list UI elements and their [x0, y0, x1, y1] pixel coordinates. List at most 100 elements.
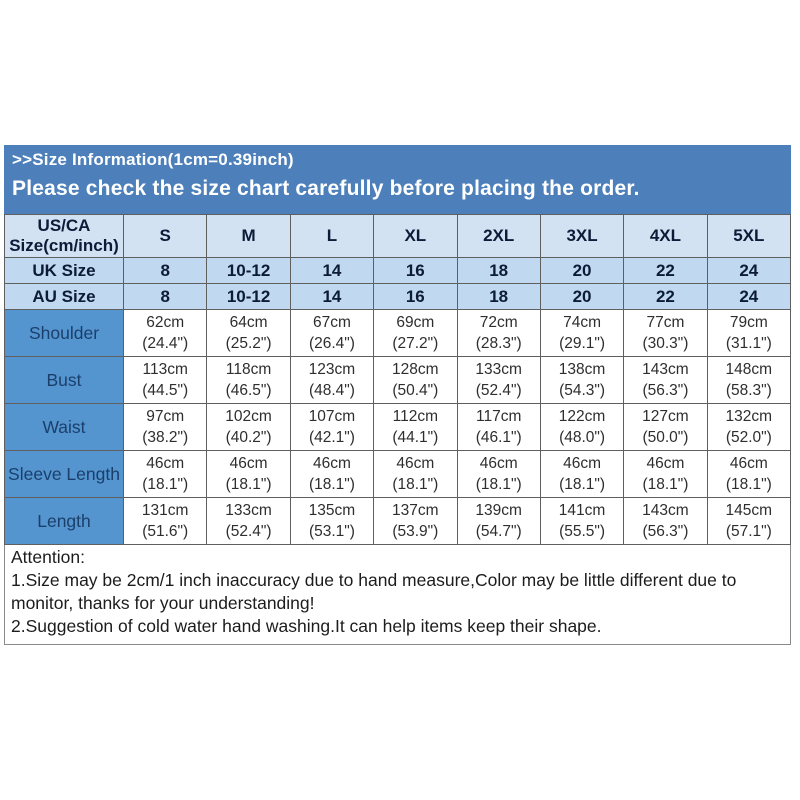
- measurement-inch: (53.1"): [308, 523, 355, 540]
- measurement-cell: 77cm (30.3"): [623, 309, 708, 357]
- measurement-cm: 112cm: [392, 408, 438, 425]
- measurement-cm: 79cm: [729, 314, 768, 331]
- measurement-inch: (30.3"): [642, 335, 689, 352]
- measurement-cell: 143cm (56.3"): [623, 497, 708, 545]
- measurement-cell: 46cm (18.1"): [289, 450, 375, 498]
- measurement-cell: 123cm (48.4"): [289, 356, 375, 404]
- measurement-cell: 143cm (56.3"): [623, 356, 708, 404]
- size-value-cell: 8: [122, 257, 208, 284]
- size-column-header: 4XL: [623, 214, 708, 258]
- row-label-cell: Length: [4, 497, 124, 545]
- measurement-cm: 132cm: [725, 408, 773, 425]
- measurement-cell: 118cm (46.5"): [206, 356, 291, 404]
- size-information-title: >>Size Information(1cm=0.39inch): [12, 150, 294, 169]
- measurement-inch: (55.5"): [559, 523, 606, 540]
- table-row: AU Size 8 10-12 14 16 18 20 22 24: [4, 283, 792, 310]
- measurement-cell: 128cm (50.4"): [373, 356, 458, 404]
- row-label-cell: Bust: [4, 356, 124, 404]
- measurement-cm: 127cm: [642, 408, 689, 425]
- table-row: Sleeve Length 46cm (18.1") 46cm (18.1") 46cm (…: [4, 450, 792, 498]
- size-value-cell: 10-12: [206, 257, 291, 284]
- size-value-cell: 14: [289, 257, 375, 284]
- measurement-inch: (18.1"): [308, 476, 355, 493]
- corner-header-cell: US/CA Size(cm/inch): [4, 214, 124, 258]
- measurement-cell: 46cm (18.1"): [706, 450, 792, 498]
- measurement-inch: (18.1"): [392, 476, 439, 493]
- size-value-cell: 22: [623, 257, 708, 284]
- measurement-inch: (18.1"): [142, 476, 189, 493]
- measurement-cell: 46cm (18.1"): [623, 450, 708, 498]
- row-label-cell: AU Size: [4, 283, 124, 310]
- measurement-cell: 127cm (50.0"): [623, 403, 708, 451]
- measurement-cm: 46cm: [396, 455, 435, 472]
- size-column-header: S: [122, 214, 208, 258]
- measurement-cell: 62cm (24.4"): [122, 309, 208, 357]
- measurement-cell: 72cm (28.3"): [456, 309, 541, 357]
- measurement-cm: 64cm: [229, 314, 268, 331]
- measurement-cell: 46cm (18.1"): [539, 450, 625, 498]
- measurement-cell: 133cm (52.4"): [206, 497, 291, 545]
- measurement-cell: 113cm (44.5"): [122, 356, 208, 404]
- measurement-cell: 97cm (38.2"): [122, 403, 208, 451]
- measurement-inch: (57.1"): [725, 523, 772, 540]
- measurement-cm: 143cm: [642, 361, 689, 378]
- measurement-cell: 46cm (18.1"): [206, 450, 291, 498]
- size-value-cell: 18: [456, 257, 541, 284]
- measurement-inch: (50.0"): [642, 429, 689, 446]
- measurement-cm: 46cm: [479, 455, 518, 472]
- measurement-inch: (44.1"): [392, 429, 439, 446]
- measurement-inch: (54.3"): [559, 382, 606, 399]
- table-row: Length 131cm (51.6") 133cm (52.4") 135cm (53.1…: [4, 497, 792, 545]
- table-row: Bust 113cm (44.5") 118cm (46.5") 123cm (48.4")…: [4, 356, 792, 404]
- size-table-body: US/CA Size(cm/inch) S M L XL 2XL 3XL 4XL 5XL UK S…: [4, 214, 792, 545]
- measurement-cm: 135cm: [308, 502, 356, 519]
- measurement-inch: (48.0"): [559, 429, 606, 446]
- size-column-header: 3XL: [539, 214, 625, 258]
- measurement-cell: 69cm (27.2"): [373, 309, 458, 357]
- measurement-cell: 139cm (54.7"): [456, 497, 541, 545]
- measurement-cm: 46cm: [146, 455, 185, 472]
- measurement-inch: (18.1"): [475, 476, 522, 493]
- measurement-inch: (46.5"): [225, 382, 272, 399]
- measurement-cm: 77cm: [646, 314, 685, 331]
- size-column-header: M: [206, 214, 291, 258]
- measurement-cm: 128cm: [392, 361, 439, 378]
- table-row: UK Size 8 10-12 14 16 18 20 22 24: [4, 257, 792, 284]
- measurement-cell: 79cm (31.1"): [706, 309, 792, 357]
- size-column-header: L: [289, 214, 375, 258]
- measurement-inch: (50.4"): [392, 382, 439, 399]
- size-value-cell: 20: [539, 283, 625, 310]
- measurement-cell: 67cm (26.4"): [289, 309, 375, 357]
- measurement-inch: (28.3"): [475, 335, 522, 352]
- measurement-cm: 122cm: [558, 408, 606, 425]
- measurement-inch: (25.2"): [225, 335, 272, 352]
- measurement-cell: 138cm (54.3"): [539, 356, 625, 404]
- size-value-cell: 16: [373, 257, 458, 284]
- measurement-cell: 117cm (46.1"): [456, 403, 541, 451]
- size-value-cell: 8: [122, 283, 208, 310]
- measurement-cm: 113cm: [142, 361, 188, 378]
- measurement-cm: 69cm: [396, 314, 435, 331]
- table-row: Shoulder 62cm (24.4") 64cm (25.2") 67cm (26.4"…: [4, 309, 792, 357]
- measurement-inch: (38.2"): [142, 429, 189, 446]
- measurement-cm: 74cm: [563, 314, 602, 331]
- measurement-cm: 139cm: [475, 502, 522, 519]
- size-chart-notice: Please check the size chart carefully be…: [12, 177, 640, 200]
- measurement-cm: 143cm: [642, 502, 689, 519]
- size-value-cell: 22: [623, 283, 708, 310]
- size-column-header: XL: [373, 214, 458, 258]
- size-value-cell: 10-12: [206, 283, 291, 310]
- table-header-row: US/CA Size(cm/inch) S M L XL 2XL 3XL 4XL 5XL: [4, 214, 792, 258]
- measurement-cell: 122cm (48.0"): [539, 403, 625, 451]
- measurement-inch: (52.4"): [475, 382, 522, 399]
- row-label-cell: Shoulder: [4, 309, 124, 357]
- measurement-cm: 46cm: [646, 455, 685, 472]
- attention-box: Attention: 1.Size may be 2cm/1 inch inac…: [4, 545, 791, 645]
- measurement-cell: 46cm (18.1"): [122, 450, 208, 498]
- table-row: Waist 97cm (38.2") 102cm (40.2") 107cm (42.1")…: [4, 403, 792, 451]
- measurement-cm: 72cm: [479, 314, 518, 331]
- header-band: >>Size Information(1cm=0.39inch) Please …: [4, 145, 791, 214]
- size-column-header: 5XL: [706, 214, 792, 258]
- measurement-cm: 133cm: [475, 361, 522, 378]
- size-value-cell: 24: [706, 283, 792, 310]
